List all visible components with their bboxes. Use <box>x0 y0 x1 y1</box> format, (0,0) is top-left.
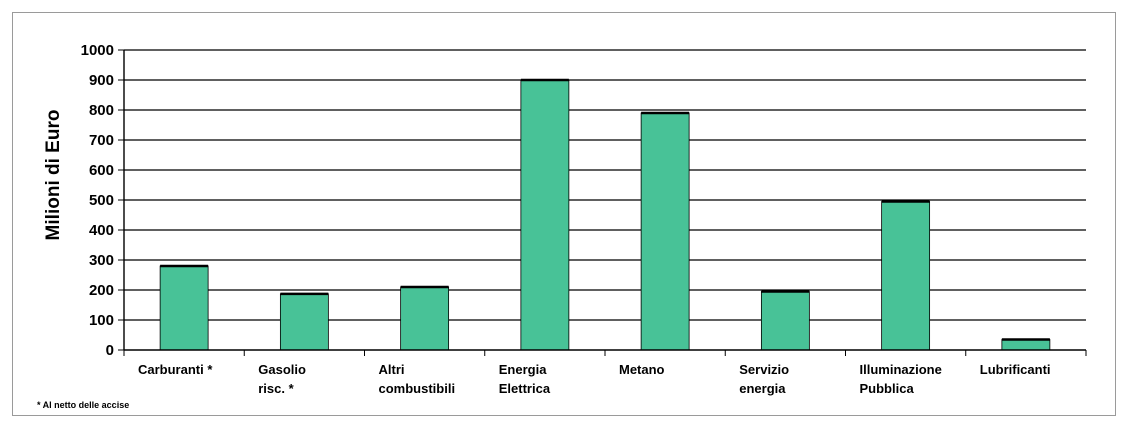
y-axis-label: Milioni di Euro <box>43 110 64 241</box>
y-tick-labels: 0 100 200 300 400 500 600 700 800 900 1000 <box>81 42 114 359</box>
chart-frame: 0 100 200 300 400 500 600 700 800 900 1000 Carbura… <box>12 12 1116 416</box>
y-tick-label: 1000 <box>81 42 114 59</box>
x-tick-label-line: Carburanti * <box>138 362 213 377</box>
x-tick-label: Servizio energia <box>739 362 789 396</box>
x-tick-label-line: Elettrica <box>499 381 551 396</box>
x-tick-label-line: risc. * <box>258 381 294 396</box>
bar <box>881 201 931 351</box>
y-tick-label: 800 <box>89 102 114 119</box>
y-tick-label: 300 <box>89 252 114 269</box>
bar <box>640 112 690 351</box>
bar <box>159 265 209 351</box>
x-tick-label: Illuminazione Pubblica <box>860 362 942 396</box>
y-tick-label: 500 <box>89 192 114 209</box>
footnote: * Al netto delle accise <box>37 400 129 410</box>
x-tick-label: Carburanti * <box>138 362 213 377</box>
bar <box>279 293 329 351</box>
x-tick-label-line: Servizio <box>739 362 789 377</box>
gridlines <box>124 49 1086 321</box>
bars <box>159 78 1051 351</box>
y-tick-label: 200 <box>89 282 114 299</box>
x-tick-label-line: Altri <box>379 362 405 377</box>
x-tick-label: Energia Elettrica <box>499 362 551 396</box>
bar <box>520 79 570 351</box>
y-tick-label: 900 <box>89 72 114 89</box>
x-tick-label: Gasolio risc. * <box>258 362 306 396</box>
x-tick-label-line: Pubblica <box>860 381 915 396</box>
y-tick-label: 700 <box>89 132 114 149</box>
y-tick-label: 400 <box>89 222 114 239</box>
x-tick-label-line: energia <box>739 381 786 396</box>
axes <box>118 49 1087 356</box>
x-tick-label: Metano <box>619 362 665 377</box>
x-tick-label-line: Illuminazione <box>860 362 942 377</box>
y-tick-label: 600 <box>89 162 114 179</box>
bar <box>760 291 810 351</box>
x-tick-label-line: Metano <box>619 362 665 377</box>
x-tick-label: Altri combustibili <box>379 362 456 396</box>
x-tick-labels: Carburanti * Gasolio risc. * Altri combustib… <box>138 362 1051 396</box>
x-tick-label-line: Gasolio <box>258 362 306 377</box>
x-tick-label: Lubrificanti <box>980 362 1051 377</box>
bar <box>400 286 450 351</box>
x-tick-label-line: Energia <box>499 362 547 377</box>
x-tick-label-line: Lubrificanti <box>980 362 1051 377</box>
x-tick-label-line: combustibili <box>379 381 456 396</box>
bar <box>1001 339 1051 351</box>
bar-chart: 0 100 200 300 400 500 600 700 800 900 1000 Carbura… <box>37 42 1087 410</box>
y-tick-label: 100 <box>89 312 114 329</box>
y-tick-label: 0 <box>106 342 114 359</box>
